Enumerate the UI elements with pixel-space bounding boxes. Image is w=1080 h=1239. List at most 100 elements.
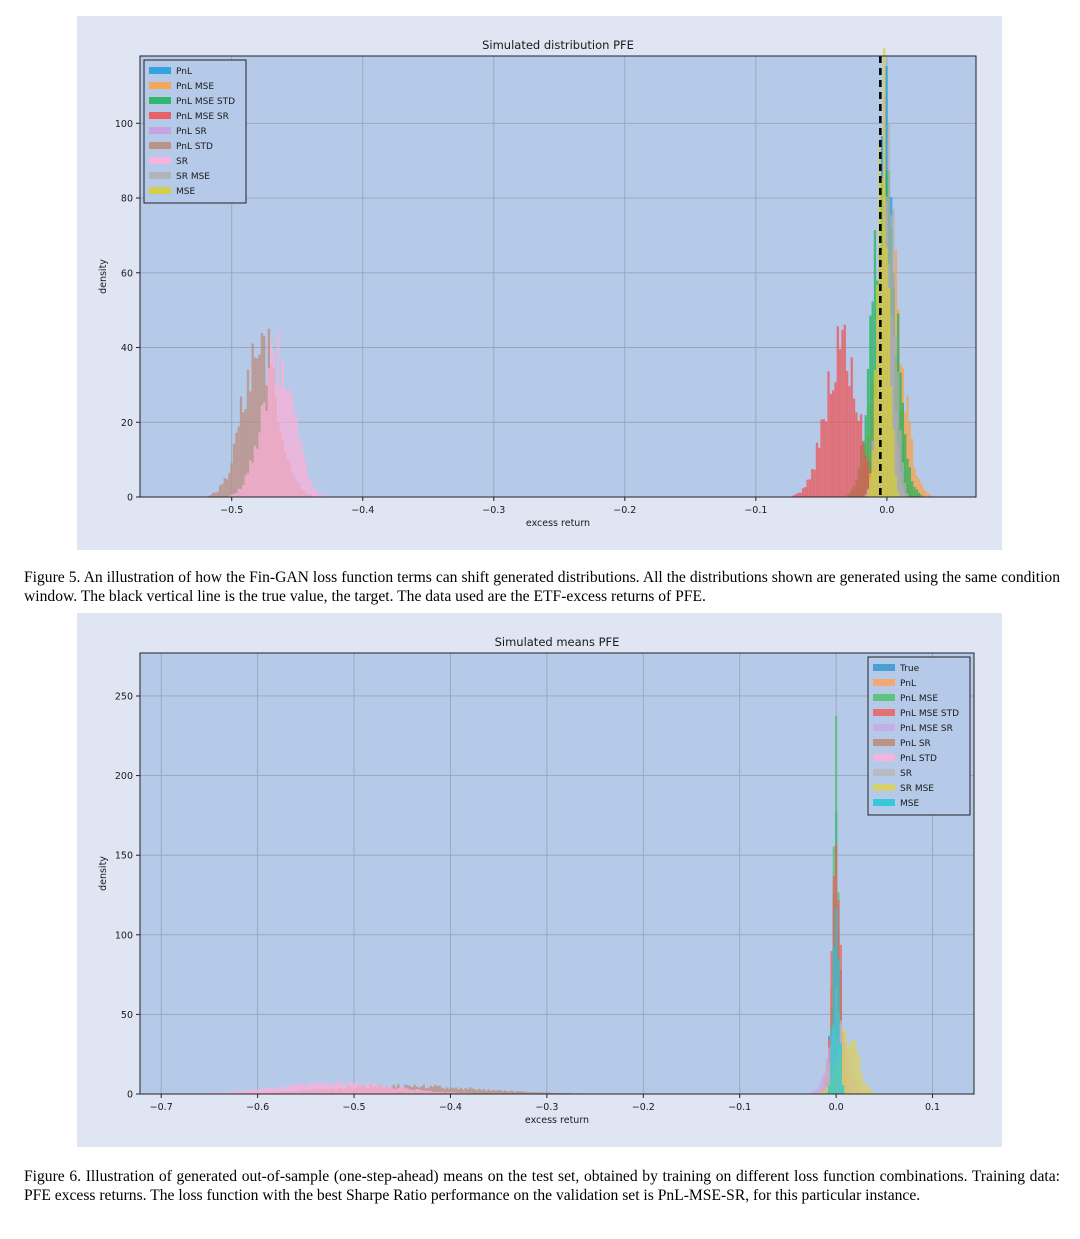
legend: True PnL PnL MSE PnL MSE STD PnL MSE SR PnL S…	[867, 656, 971, 816]
histogram-bar	[387, 1087, 391, 1094]
histogram-bar	[281, 359, 284, 497]
histogram-bar	[543, 1092, 546, 1094]
histogram-bar	[828, 1085, 831, 1094]
histogram-bar	[276, 1088, 279, 1094]
histogram-bar	[878, 141, 881, 498]
histogram-bar	[262, 1087, 266, 1094]
legend-swatch	[149, 97, 171, 104]
histogram-bar	[906, 395, 909, 497]
histogram-bar	[221, 484, 224, 497]
histogram-bar	[876, 284, 879, 497]
histogram-bar	[272, 1088, 275, 1094]
x-tick-label: 0.1	[925, 1102, 940, 1113]
histogram-bar	[314, 487, 317, 497]
histogram-bar	[355, 1081, 358, 1094]
histogram-bar	[302, 1083, 305, 1094]
histogram-bar	[415, 1089, 418, 1094]
histogram-bar	[815, 442, 819, 497]
histogram-bar	[554, 1092, 557, 1094]
histogram-bar	[897, 372, 900, 497]
histogram-bar	[304, 1086, 307, 1094]
histogram-bar	[225, 1092, 229, 1094]
histogram-bar	[538, 1092, 541, 1094]
histogram-bar	[450, 1092, 453, 1094]
legend-swatch	[873, 784, 895, 791]
legend-swatch	[149, 82, 171, 89]
histogram-bar	[533, 1092, 537, 1094]
histogram-bar	[894, 475, 898, 497]
x-tick-label: −0.3	[482, 505, 505, 516]
histogram-bar	[269, 1087, 273, 1094]
histogram-bar	[239, 1090, 242, 1094]
histogram-bar	[806, 479, 809, 497]
histogram-bar	[214, 492, 217, 497]
histogram-bar	[835, 908, 838, 1094]
histogram-bar	[848, 1044, 852, 1094]
legend-swatch	[873, 709, 895, 716]
histogram-bar	[865, 1083, 868, 1094]
histogram-bar	[228, 495, 231, 497]
histogram-bar	[234, 1091, 238, 1094]
histogram-bar	[846, 1043, 849, 1094]
histogram-bar	[258, 432, 261, 497]
histogram-bar	[485, 1090, 488, 1094]
histogram-bar	[917, 492, 921, 497]
histogram-bar	[825, 1092, 829, 1094]
histogram-bar	[256, 448, 259, 497]
histogram-bar	[552, 1092, 555, 1094]
histogram-bar	[883, 48, 886, 497]
histogram-bar	[209, 1092, 212, 1094]
legend-swatch	[149, 127, 171, 134]
histogram-bar	[225, 479, 229, 497]
legend-label: PnL MSE STD	[900, 709, 959, 719]
histogram-bar	[325, 1080, 328, 1094]
x-tick-label: −0.5	[220, 505, 243, 516]
histogram-bar	[478, 1088, 481, 1094]
histogram-bar	[834, 382, 837, 497]
histogram-bar	[411, 1089, 414, 1094]
legend-swatch	[873, 724, 895, 731]
histogram-bar	[228, 1091, 231, 1094]
histogram-bar	[369, 1085, 372, 1094]
histogram-bar	[378, 1084, 381, 1094]
histogram-bar	[450, 1087, 453, 1094]
histogram-bar	[249, 460, 252, 497]
histogram-bar	[910, 438, 914, 497]
histogram-bar	[857, 420, 860, 497]
histogram-bar	[448, 1088, 451, 1094]
histogram-bar	[825, 1086, 829, 1094]
histogram-bar	[822, 419, 826, 497]
legend-swatch	[149, 112, 171, 119]
legend-swatch	[873, 739, 895, 746]
histogram-bar	[866, 490, 870, 497]
histogram-bar	[814, 1089, 817, 1094]
legend-swatch	[873, 769, 895, 776]
histogram-bar	[823, 1072, 826, 1094]
histogram-bar	[323, 1084, 326, 1094]
histogram-bar	[270, 341, 273, 497]
histogram-bar	[438, 1085, 442, 1094]
histogram-bar	[249, 391, 252, 497]
histogram-mse	[866, 48, 900, 498]
histogram-bar	[263, 401, 266, 497]
histogram-bar	[915, 489, 918, 497]
histogram-bar	[908, 467, 911, 497]
histogram-bar	[436, 1091, 439, 1094]
histogram-bar	[256, 358, 259, 497]
histogram-bar	[489, 1090, 493, 1094]
histogram-bar	[422, 1084, 425, 1094]
histogram-bar	[524, 1091, 527, 1094]
histogram-bar	[237, 1090, 240, 1094]
y-axis-label: density	[98, 856, 109, 891]
histogram-bar	[864, 493, 867, 497]
histogram-bar	[869, 315, 872, 497]
x-axis-label: excess return	[525, 1115, 589, 1126]
histogram-bar	[420, 1090, 423, 1094]
histogram-bar	[218, 1092, 222, 1094]
histogram-bar	[848, 386, 851, 497]
x-tick-label: −0.1	[744, 505, 767, 516]
histogram-bar	[441, 1087, 444, 1094]
histogram-bar	[862, 1082, 866, 1094]
histogram-bar	[838, 349, 842, 497]
histogram-bar	[239, 396, 243, 497]
